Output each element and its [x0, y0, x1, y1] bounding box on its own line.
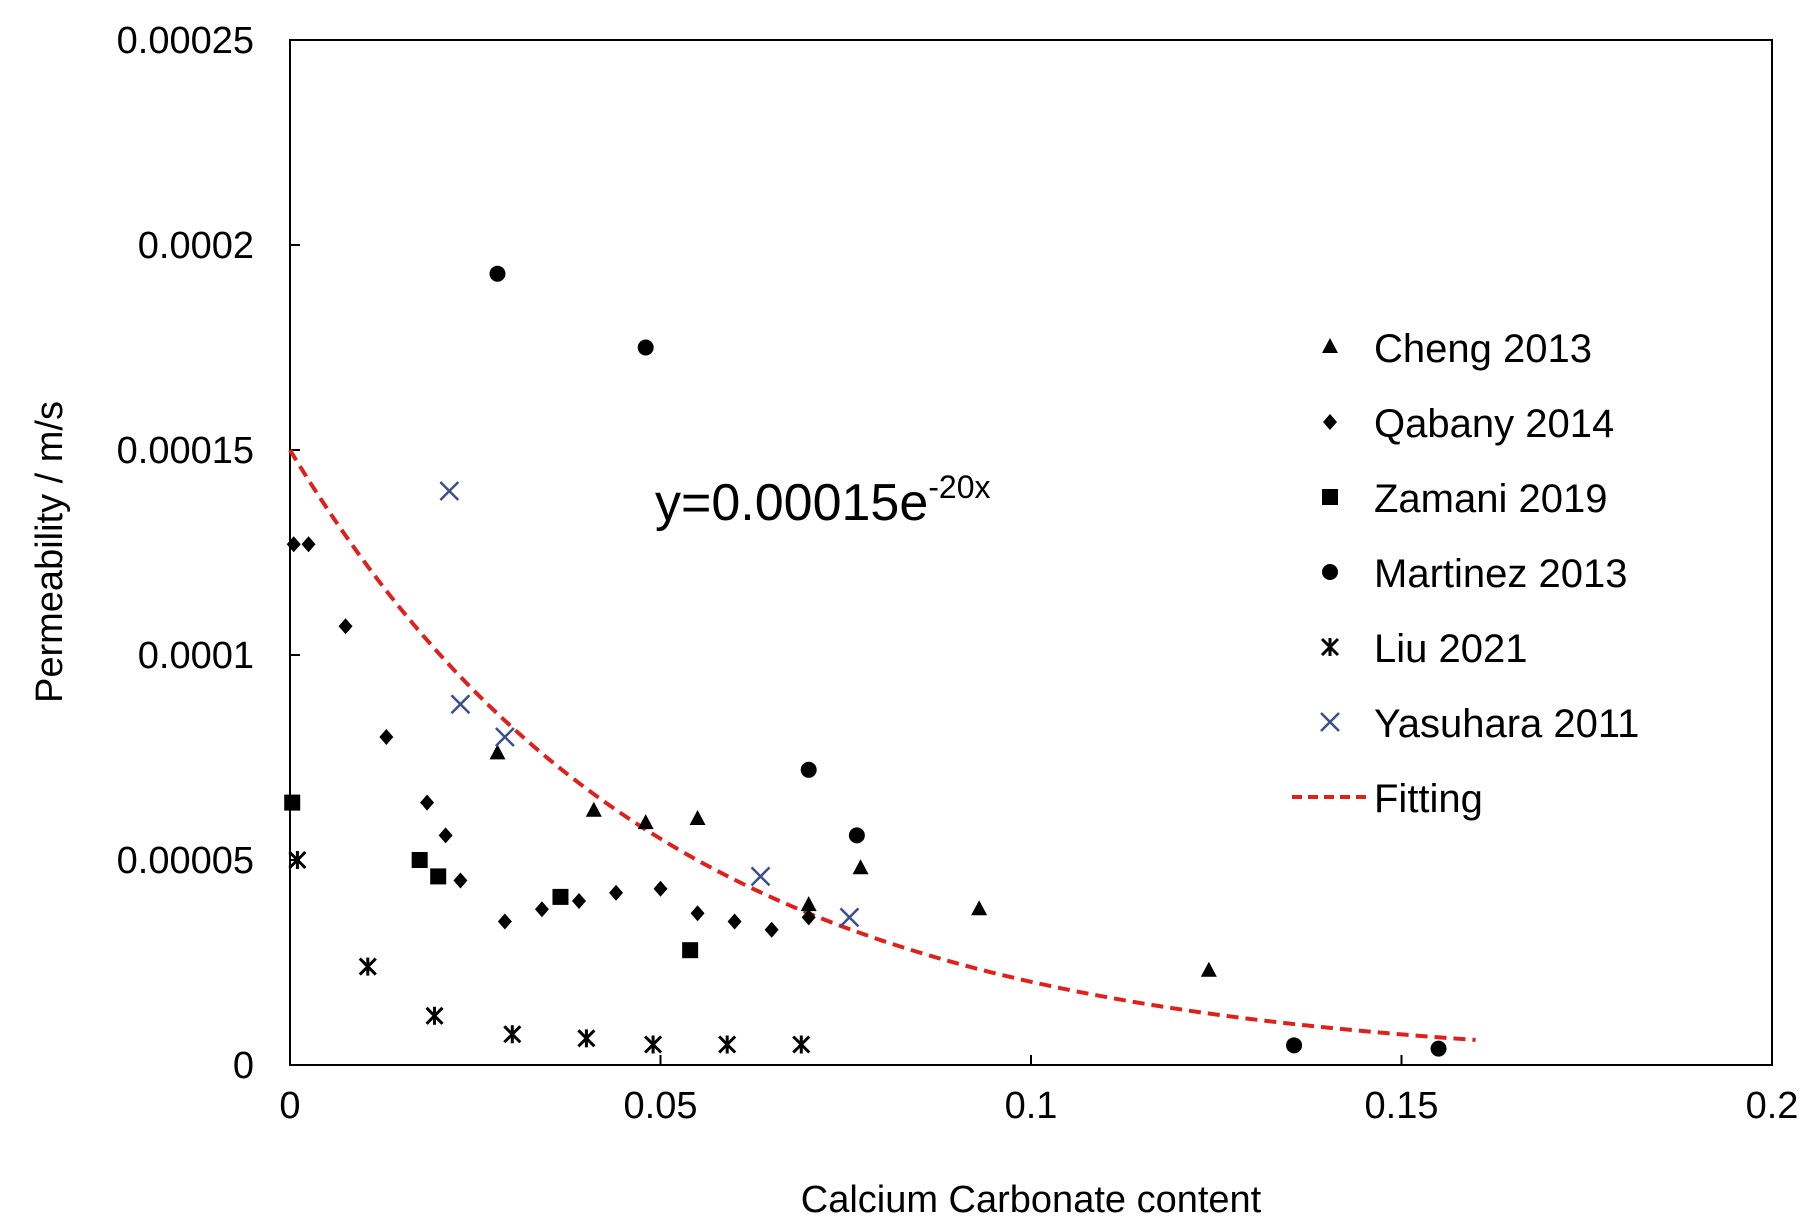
- legend-label-fitting: Fitting: [1374, 777, 1483, 821]
- legend-marker-liu-2021: [1320, 637, 1340, 657]
- data-point-martinez-2013: [800, 761, 817, 778]
- x-tick-label: 0: [279, 1085, 300, 1127]
- data-point-cheng-2013: [800, 896, 817, 912]
- series-yasuhara-2011: [439, 481, 860, 928]
- data-point-qabany-2014: [453, 872, 468, 889]
- data-point-martinez-2013: [848, 827, 865, 844]
- data-point-qabany-2014: [764, 921, 779, 938]
- series-liu-2021: [288, 850, 811, 1054]
- data-point-qabany-2014: [420, 794, 435, 811]
- data-point-zamani-2019: [284, 794, 301, 811]
- fit-equation-base: y=0.00015e: [655, 474, 928, 532]
- y-tick-label: 0.0001: [138, 635, 254, 677]
- data-point-qabany-2014: [801, 909, 816, 926]
- y-axis-ticks: 0 0.00005 0.0001 0.00015 0.0002 0.00025: [117, 20, 300, 1087]
- data-point-qabany-2014: [690, 905, 705, 922]
- data-point-zamani-2019: [682, 942, 699, 959]
- fit-equation-exponent: -20x: [928, 469, 990, 505]
- data-point-cheng-2013: [637, 814, 654, 830]
- data-point-martinez-2013: [1286, 1037, 1303, 1054]
- y-tick-label: 0.00015: [117, 430, 254, 472]
- legend-item-martinez-2013: Martinez 2013: [1322, 552, 1627, 596]
- legend-label-liu-2021: Liu 2021: [1374, 627, 1527, 671]
- data-point-qabany-2014: [379, 729, 394, 745]
- data-point-qabany-2014: [534, 901, 549, 918]
- data-point-qabany-2014: [653, 880, 668, 897]
- legend-marker-zamani-2019: [1322, 489, 1338, 505]
- legend-marker-cheng-2013: [1322, 338, 1338, 353]
- data-point-liu-2021: [288, 850, 307, 870]
- data-point-cheng-2013: [689, 810, 706, 825]
- data-point-qabany-2014: [286, 536, 301, 553]
- y-tick-label: 0.00025: [117, 20, 254, 62]
- data-point-martinez-2013: [489, 265, 506, 282]
- y-axis-title: Permeability / m/s: [29, 401, 71, 703]
- data-point-zamani-2019: [430, 868, 447, 885]
- data-point-zamani-2019: [411, 852, 428, 868]
- data-point-qabany-2014: [338, 618, 353, 635]
- data-point-qabany-2014: [727, 913, 742, 930]
- series-zamani-2019: [284, 794, 699, 959]
- legend-label-qabany-2014: Qabany 2014: [1374, 402, 1614, 446]
- x-axis-title: Calcium Carbonate content: [801, 1179, 1262, 1221]
- data-point-yasuhara-2011: [495, 727, 515, 747]
- data-point-qabany-2014: [301, 536, 316, 553]
- data-point-yasuhara-2011: [450, 694, 471, 715]
- data-point-cheng-2013: [585, 801, 602, 817]
- data-point-liu-2021: [577, 1029, 596, 1048]
- y-tick-label: 0.0002: [138, 225, 254, 267]
- data-point-cheng-2013: [1200, 961, 1217, 977]
- fit-layer: [288, 448, 1476, 1042]
- data-point-cheng-2013: [852, 859, 869, 875]
- legend: Cheng 2013 Qabany 2014 Zamani 2019 Martinez…: [1292, 327, 1639, 821]
- plot-area: [289, 39, 1773, 1066]
- legend-item-zamani-2019: Zamani 2019: [1322, 477, 1607, 521]
- legend-label-yasuhara-2011: Yasuhara 2011: [1374, 702, 1639, 746]
- data-point-yasuhara-2011: [750, 866, 771, 887]
- data-point-liu-2021: [644, 1035, 663, 1054]
- data-point-qabany-2014: [497, 913, 512, 930]
- data-point-cheng-2013: [971, 900, 988, 916]
- legend-item-liu-2021: Liu 2021: [1320, 627, 1527, 671]
- legend-marker-martinez-2013: [1322, 564, 1338, 580]
- legend-label-martinez-2013: Martinez 2013: [1374, 552, 1627, 596]
- data-point-liu-2021: [358, 957, 377, 976]
- legend-marker-yasuhara-2011: [1320, 712, 1340, 732]
- data-point-qabany-2014: [609, 884, 624, 901]
- data-point-liu-2021: [425, 1006, 444, 1025]
- data-point-liu-2021: [792, 1035, 811, 1054]
- data-point-martinez-2013: [637, 339, 654, 356]
- x-tick-label: 0.15: [1365, 1085, 1439, 1127]
- data-point-qabany-2014: [438, 827, 453, 844]
- data-point-cheng-2013: [489, 744, 506, 760]
- legend-label-zamani-2019: Zamani 2019: [1374, 477, 1607, 521]
- data-point-liu-2021: [503, 1025, 522, 1044]
- x-tick-label: 0.2: [1746, 1085, 1799, 1127]
- y-tick-label: 0.00005: [117, 840, 254, 882]
- data-point-liu-2021: [718, 1035, 737, 1054]
- x-tick-label: 0.1: [1005, 1085, 1058, 1127]
- y-tick-label: 0: [233, 1045, 254, 1087]
- series-qabany-2014: [286, 536, 816, 938]
- legend-marker-qabany-2014: [1323, 414, 1337, 430]
- legend-item-cheng-2013: Cheng 2013: [1322, 327, 1592, 371]
- fitting-curve: [288, 448, 1476, 1042]
- data-point-zamani-2019: [552, 888, 569, 905]
- data-point-qabany-2014: [571, 893, 586, 909]
- fit-equation: y=0.00015e-20x: [655, 469, 991, 532]
- data-point-yasuhara-2011: [439, 481, 460, 501]
- legend-item-qabany-2014: Qabany 2014: [1323, 402, 1614, 446]
- legend-label-cheng-2013: Cheng 2013: [1374, 327, 1592, 371]
- legend-item-yasuhara-2011: Yasuhara 2011: [1320, 702, 1639, 746]
- x-tick-label: 0.05: [624, 1085, 698, 1127]
- x-axis-ticks: 0 0.05 0.1 0.15 0.2: [279, 1055, 1798, 1127]
- series-cheng-2013: [489, 744, 1217, 977]
- series-martinez-2013: [489, 265, 1447, 1057]
- data-point-yasuhara-2011: [839, 907, 860, 928]
- legend-item-fitting: Fitting: [1292, 777, 1483, 821]
- data-points: [284, 265, 1447, 1057]
- data-point-martinez-2013: [1430, 1040, 1447, 1057]
